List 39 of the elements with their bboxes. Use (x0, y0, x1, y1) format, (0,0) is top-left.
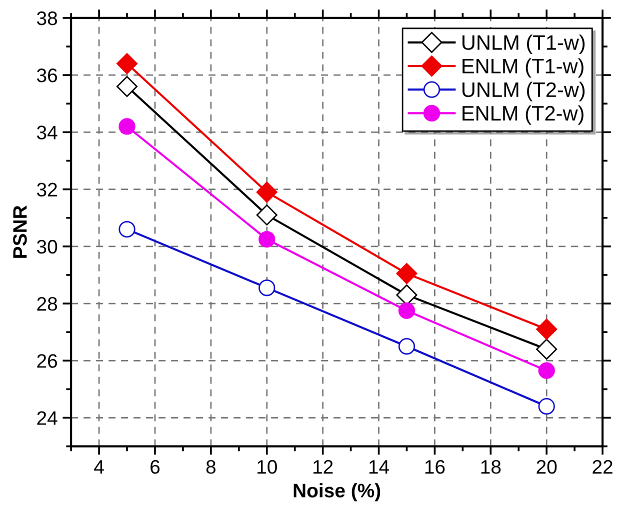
point (258, 279, 276, 296)
point (398, 338, 416, 355)
x-tick-label: 8 (206, 460, 216, 474)
y-tick-label: 38 (36, 11, 58, 26)
x-tick-label: 6 (150, 460, 160, 474)
point (256, 182, 278, 203)
y-tick-label: 30 (36, 240, 58, 254)
legend-label: ENLM (T2-w) (462, 105, 584, 125)
point (536, 318, 558, 340)
y-tick-label: 26 (37, 354, 58, 368)
x-tick-label: 12 (313, 460, 333, 474)
point (116, 53, 138, 74)
legend-label: UNLM (T2-w) (462, 82, 585, 102)
x-axis-title: Noise (%) (294, 483, 380, 502)
point (116, 76, 138, 98)
point (538, 362, 555, 379)
y-tick-label: 24 (37, 411, 58, 425)
y-tick-label: 36 (36, 68, 58, 82)
point (118, 220, 136, 238)
point (398, 302, 416, 319)
point (538, 398, 555, 415)
y-axis-title: PSNR (13, 206, 27, 258)
y-tick-label: 32 (36, 182, 57, 197)
point (396, 263, 418, 284)
y-tick-label: 34 (36, 126, 58, 140)
legend-label: ENLM (T1-w) (462, 58, 584, 78)
x-tick-label: 22 (592, 460, 612, 474)
x-tick-label: 16 (425, 460, 445, 474)
point (118, 118, 136, 135)
point (256, 204, 278, 226)
x-tick-label: 4 (94, 460, 104, 474)
x-tick-label: 14 (369, 460, 390, 474)
point (258, 230, 276, 248)
x-tick-label: 18 (481, 460, 501, 474)
y-tick-label: 28 (37, 296, 58, 311)
x-tick-label: 20 (536, 460, 557, 474)
legend-label: UNLM (T1-w) (462, 34, 585, 54)
x-tick-label: 10 (258, 460, 277, 474)
point (536, 338, 558, 360)
